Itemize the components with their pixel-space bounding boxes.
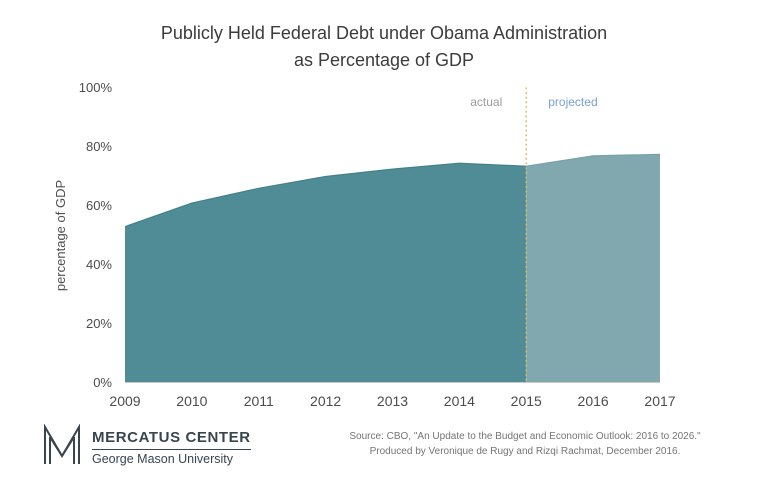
plot-area: actual projected 0% 20% 40% 60% 80% 100% 2009 2… (79, 80, 676, 409)
logo-title: MERCATUS CENTER (92, 429, 251, 446)
y-tick-label: 20% (85, 316, 112, 331)
y-tick-label: 60% (85, 198, 112, 213)
mercatus-logo-block: MERCATUS CENTER George Mason University (42, 423, 251, 471)
annotation-actual: actual (470, 95, 503, 109)
x-tick-label: 2016 (577, 393, 609, 409)
y-tick-label: 0% (93, 375, 112, 390)
chart-title-line1: Publicly Held Federal Debt under Obama A… (160, 23, 608, 43)
y-axis-title: percentage of GDP (52, 88, 70, 383)
source-credit: Source: CBO, "An Update to the Budget an… (340, 429, 710, 459)
logo-subtitle: George Mason University (92, 452, 234, 466)
source-line1: Source: CBO, "An Update to the Budget an… (349, 431, 701, 442)
x-tick-label: 2010 (176, 393, 208, 409)
y-axis-title-text: percentage of GDP (53, 179, 69, 292)
source-line2: Produced by Veronique de Rugy and Rizqi … (369, 446, 681, 457)
x-tick-label: 2009 (109, 393, 141, 409)
area-projected (526, 154, 660, 383)
x-tick-label: 2015 (510, 393, 542, 409)
x-tick-label: 2013 (376, 393, 409, 409)
edge-actual (124, 162, 527, 228)
chart-title-line2: as Percentage of GDP (293, 50, 475, 70)
y-tick-label: 100% (78, 80, 112, 95)
area-actual (125, 163, 527, 383)
x-tick-label: 2011 (243, 393, 274, 409)
x-tick-label: 2014 (443, 393, 475, 409)
chart-canvas (124, 87, 661, 384)
chart-title: Publicly Held Federal Debt under Obama A… (0, 20, 768, 74)
logo-divider (92, 449, 251, 450)
edge-projected (526, 153, 661, 167)
x-tick-label: 2012 (310, 393, 342, 409)
annotation-projected: projected (548, 95, 598, 109)
y-tick-label: 80% (85, 139, 112, 154)
mercatus-m-icon (42, 423, 82, 471)
logo-text-block: MERCATUS CENTER George Mason University (92, 429, 251, 466)
x-tick-label: 2017 (644, 393, 676, 409)
y-tick-label: 40% (85, 257, 112, 272)
